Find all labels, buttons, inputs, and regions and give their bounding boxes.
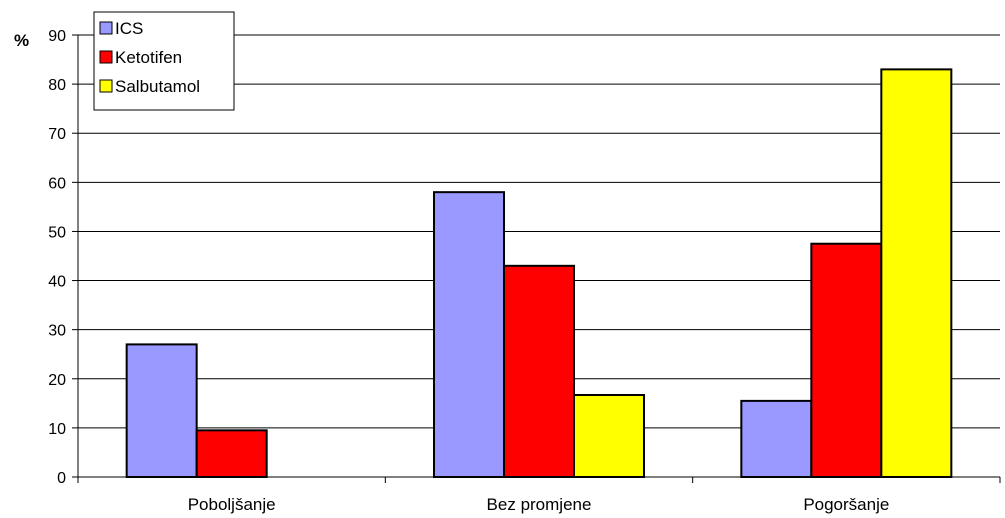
legend-swatch-ketotifen [99, 50, 113, 64]
legend-swatch-ics [99, 21, 113, 35]
y-tick-label: 60 [48, 175, 66, 192]
bar-salbutamol-3 [880, 68, 953, 478]
legend-swatch-salbutamol [99, 79, 113, 93]
bar-ketotifen-2 [503, 264, 575, 479]
legend-label-ics: ICS [115, 19, 143, 38]
y-tick-label: 90 [48, 28, 66, 45]
y-tick-label: 40 [48, 274, 66, 291]
x-category-label: Pogoršanje [803, 495, 889, 514]
legend-label-salbutamol: Salbutamol [115, 77, 200, 96]
bar-ketotifen-1 [195, 429, 268, 479]
bar-ics-1 [125, 343, 198, 478]
y-tick-label: 80 [48, 77, 66, 94]
y-axis-label: % [14, 31, 29, 50]
x-ticks: Poboljšanje Bez promjene Pogoršanje [77, 477, 1001, 514]
gridlines [78, 34, 1000, 429]
bars [125, 68, 953, 479]
y-tick-label: 50 [48, 224, 66, 241]
bar-ics-3 [740, 399, 813, 478]
x-category-label: Bez promjene [487, 495, 592, 514]
y-tick-label: 10 [48, 421, 66, 438]
y-tick-label: 70 [48, 126, 66, 143]
y-tick-label: 30 [48, 323, 66, 340]
bar-ketotifen-3 [810, 242, 883, 478]
y-ticks: 0 10 20 30 40 50 60 70 80 90 [48, 28, 78, 487]
legend-label-ketotifen: Ketotifen [115, 48, 182, 67]
bar-salbutamol-2 [573, 393, 645, 478]
x-category-label: Poboljšanje [188, 495, 276, 514]
legend: ICS Ketotifen Salbutamol [93, 11, 235, 111]
legend-box [93, 11, 235, 111]
y-tick-label: 0 [57, 470, 66, 487]
bar-ics-2 [433, 191, 505, 478]
y-tick-label: 20 [48, 372, 66, 389]
